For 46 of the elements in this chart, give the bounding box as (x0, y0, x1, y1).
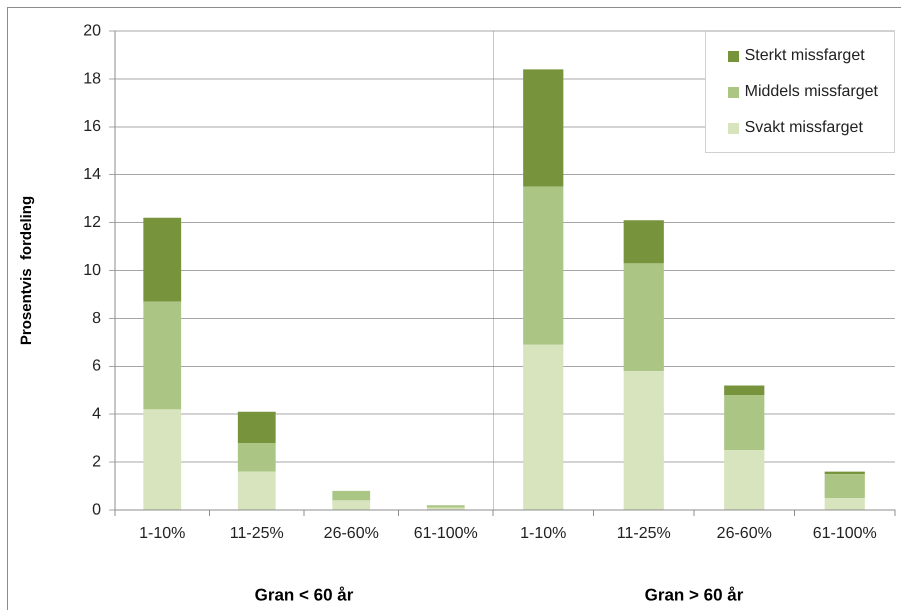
x-tick-label: 11-25% (616, 525, 671, 542)
y-tick-label: 12 (83, 214, 102, 232)
bar (143, 302, 182, 410)
bar (523, 186, 564, 345)
bar (724, 385, 764, 396)
bar (624, 220, 664, 264)
bar (523, 344, 564, 510)
bar (238, 442, 276, 472)
x-tick-label: 26-60% (324, 525, 379, 542)
bar (332, 500, 370, 510)
x-tick-label: 11-25% (230, 525, 284, 542)
x-tick-label: 1-10% (520, 525, 566, 542)
x-axis-title: Gran < 60 år (254, 585, 354, 604)
y-tick-label: 4 (92, 406, 102, 423)
bar (523, 69, 564, 187)
y-tick-label: 14 (83, 166, 102, 184)
bar (624, 371, 664, 510)
y-tick-label: 18 (83, 70, 102, 88)
y-axis-title: Prosentvis fordeling (18, 196, 36, 346)
y-tick-label: 6 (92, 358, 102, 375)
bar (724, 450, 764, 510)
y-tick-label: 0 (92, 501, 102, 518)
bar (724, 395, 764, 450)
y-tick-label: 20 (83, 22, 102, 40)
bar (143, 409, 182, 510)
y-tick-label: 16 (83, 118, 102, 136)
y-tick-label: 8 (92, 310, 102, 327)
x-tick-label: 61-100% (414, 525, 478, 542)
legend-label: Middels missfarget (744, 83, 878, 101)
y-tick-label: 10 (83, 262, 102, 279)
bar (824, 474, 865, 498)
bar (332, 490, 370, 500)
bar (143, 218, 182, 302)
bar (238, 472, 276, 510)
x-tick-label: 61-100% (812, 525, 877, 542)
x-axis-title: Gran > 60 år (644, 585, 744, 604)
x-tick-label: 1-10% (139, 525, 186, 542)
bar (426, 505, 465, 508)
bar (624, 263, 664, 372)
x-tick-label: 26-60% (716, 525, 772, 542)
y-tick-label: 2 (92, 454, 102, 471)
legend-label: Svakt missfarget (744, 119, 863, 137)
bar (824, 498, 865, 510)
bar (238, 412, 276, 443)
bar (824, 472, 865, 474)
legend-label: Sterkt missfarget (744, 47, 865, 65)
